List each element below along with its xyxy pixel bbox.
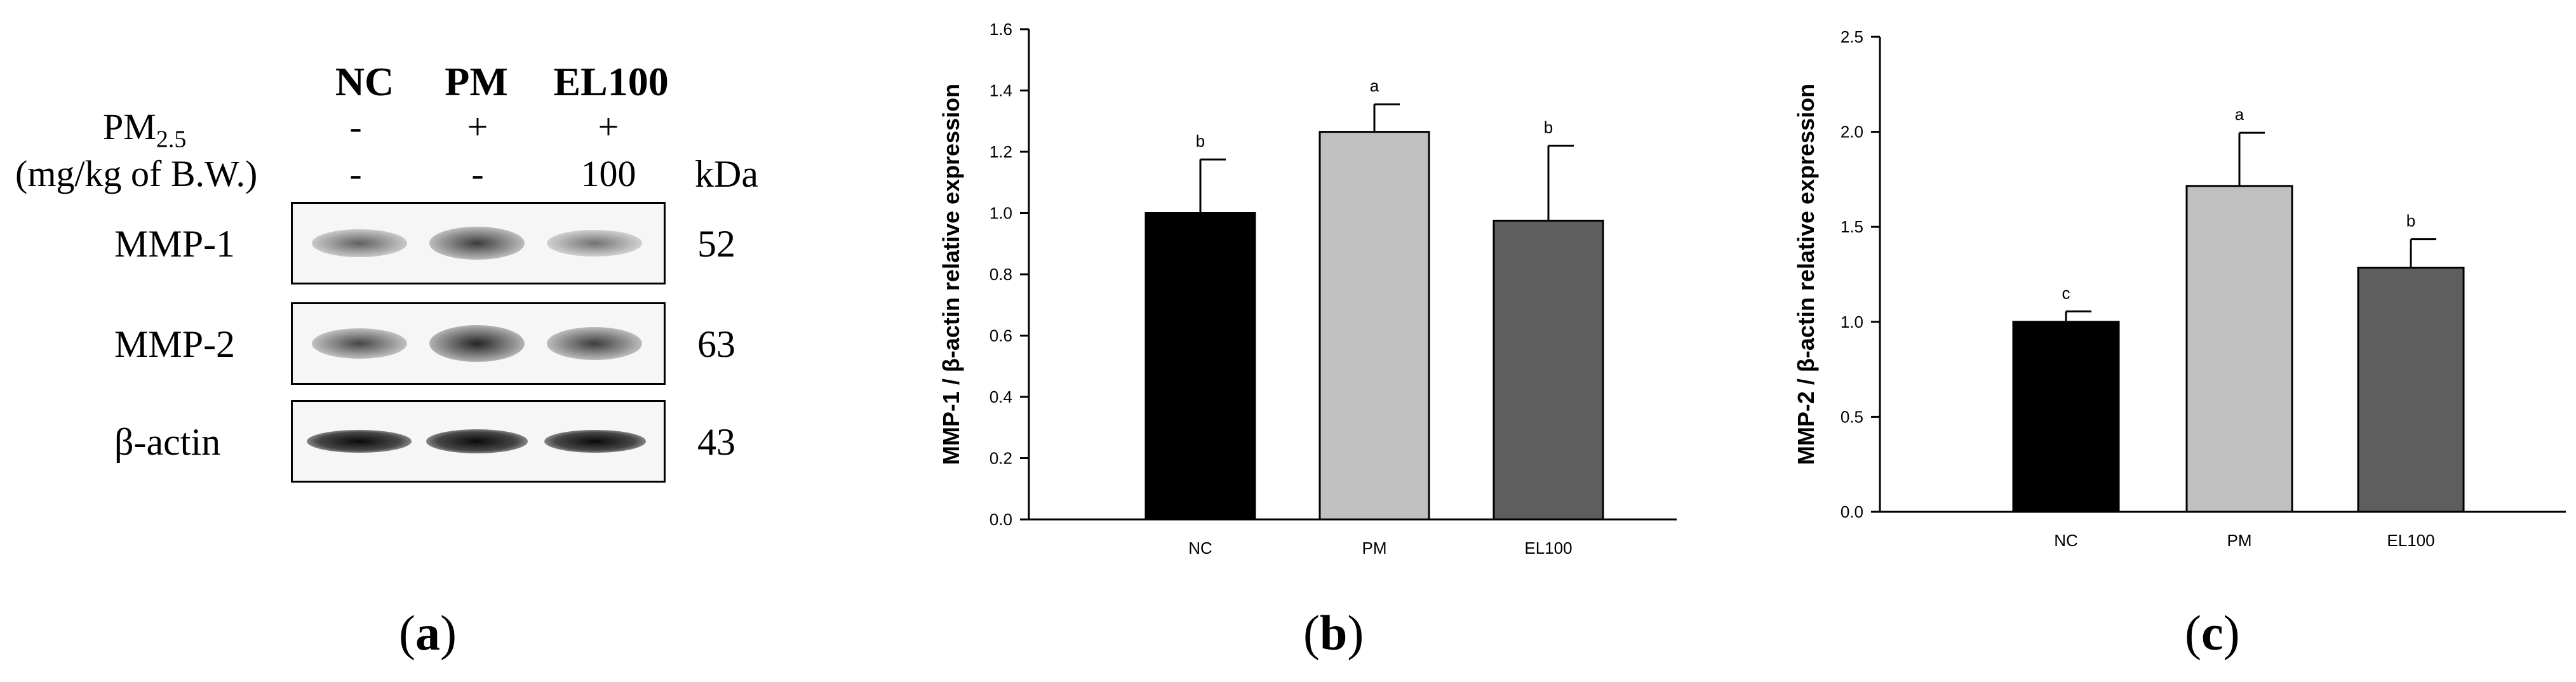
mmp2-ytick-label: 1.0: [1841, 312, 1863, 331]
mmp1-sig-letter-el100: b: [1544, 117, 1553, 137]
panel-a-paren-close: ): [439, 605, 457, 660]
panel-b-letter: b: [1319, 605, 1348, 660]
mmp2-bar-el100: [2357, 267, 2465, 513]
mmp2-bar-nc: [2012, 321, 2120, 513]
panel-c-paren-close: ): [2223, 605, 2240, 660]
lane-header-el100: EL100: [553, 59, 669, 104]
panel-b-mmp1-chart: 0.0 0.2 0.4 0.6 0.8 1.0 1.2 1.4 1.6 MMP-1 / β-act…: [826, 0, 1689, 682]
mmp1-ytick-label: 0.0: [989, 510, 1012, 529]
mmp1-ytick-label: 1.2: [989, 142, 1012, 161]
mmp2-ytick-label: 2.0: [1841, 123, 1863, 142]
mmp2-ytick-label: 2.5: [1841, 27, 1863, 46]
panel-a-letter: a: [415, 605, 440, 660]
band-mmp1-el100: [547, 230, 642, 257]
panel-b-paren-open: (: [1303, 605, 1320, 660]
panel-label-b: (b): [1303, 605, 1364, 662]
mmp2-sig-letter-el100: b: [2406, 211, 2415, 231]
panel-label-a: (a): [399, 605, 457, 662]
band-mmp2-nc: [312, 328, 407, 359]
pm-sign-nc: -: [349, 106, 362, 147]
kda-header: kDa: [695, 153, 758, 195]
mmp2-sig-letter-nc: c: [2062, 283, 2070, 302]
mmp1-ytick-label: 1.0: [989, 204, 1012, 223]
mmp1-xtick-label-el100: EL100: [1524, 538, 1572, 558]
treatment-label-subscript: 2.5: [156, 126, 187, 153]
dose-label: (mg/kg of B.W.): [15, 153, 258, 194]
dose-value-nc: -: [349, 153, 362, 194]
band-beta-actin-nc: [307, 430, 412, 453]
mmp1-bar-chart: 0.0 0.2 0.4 0.6 0.8 1.0 1.2 1.4 1.6 MMP-1 / β-act…: [938, 20, 1677, 558]
treatment-label: PM2.5: [103, 105, 186, 154]
band-mmp1-pm: [429, 227, 525, 260]
panel-c-paren-open: (: [2185, 605, 2201, 660]
mmp1-ytick-label: 0.4: [989, 387, 1012, 406]
mmp1-y-axis-label: MMP-1 / β-actin relative expression: [938, 84, 964, 465]
mmp1-ytick-label: 0.6: [989, 326, 1012, 345]
lane-header-nc: NC: [335, 59, 394, 104]
pm-sign-el100: +: [598, 106, 619, 147]
band-beta-actin-el100: [544, 430, 646, 453]
lane-header-pm: PM: [445, 59, 508, 104]
mmp2-ytick-label: 0.5: [1841, 407, 1863, 426]
kda-mmp1: 52: [697, 223, 735, 265]
band-mmp1-nc: [312, 229, 407, 257]
band-mmp2-el100: [547, 327, 642, 360]
panel-b-paren-close: ): [1347, 605, 1364, 660]
mmp2-bar-pm: [2185, 185, 2293, 513]
mmp2-ytick-label: 0.0: [1841, 502, 1863, 521]
mmp1-sig-letter-pm: a: [1370, 76, 1379, 95]
mmp2-ytick-label: 1.5: [1841, 217, 1863, 236]
mmp2-y-axis-label: MMP-2 / β-actin relative expression: [1793, 84, 1819, 465]
blot-strip-mmp2: [291, 302, 666, 385]
kda-mmp2: 63: [697, 323, 735, 365]
mmp1-bar-pm: [1318, 131, 1430, 521]
protein-label-mmp1: MMP-1: [114, 223, 236, 265]
mmp2-xtick-label-el100: EL100: [2387, 531, 2434, 550]
blot-strip-mmp1: [291, 202, 666, 284]
mmp1-ytick-label: 1.4: [989, 81, 1012, 100]
panel-a-paren-open: (: [399, 605, 415, 660]
mmp1-bar-el100: [1493, 220, 1604, 521]
mmp1-ytick-label: 1.6: [989, 20, 1012, 39]
dose-value-el100: 100: [580, 153, 636, 194]
blot-strip-beta-actin: [291, 400, 666, 483]
pm-sign-pm: +: [467, 106, 488, 147]
panel-a-western-blot: NC PM EL100 PM2.5 - + + (mg/kg of B.W.) …: [0, 0, 826, 682]
protein-label-beta-actin: β-actin: [114, 421, 221, 463]
panel-label-c: (c): [2185, 605, 2240, 662]
panel-c-letter: c: [2201, 605, 2224, 660]
protein-label-mmp2: MMP-2: [114, 323, 236, 365]
mmp2-xtick-label-nc: NC: [2054, 531, 2078, 550]
mmp1-bar-nc: [1144, 212, 1256, 521]
mmp2-sig-letter-pm: a: [2235, 105, 2244, 124]
dose-value-pm: -: [471, 153, 484, 194]
mmp2-xtick-label-pm: PM: [2227, 531, 2252, 550]
mmp1-sig-letter-nc: b: [1196, 131, 1205, 150]
mmp1-xtick-label-nc: NC: [1188, 538, 1212, 558]
mmp1-xtick-label-pm: PM: [1362, 538, 1387, 558]
band-mmp2-pm: [429, 325, 525, 362]
band-beta-actin-pm: [426, 429, 528, 453]
treatment-label-main: PM: [103, 106, 156, 147]
panel-c-mmp2-chart: 0.0 0.5 1.0 1.5 2.0 2.5 MMP-2 / β-actin relati…: [1689, 0, 2576, 682]
mmp1-ytick-label: 0.2: [989, 449, 1012, 468]
mmp1-ytick-label: 0.8: [989, 265, 1012, 284]
kda-beta-actin: 43: [697, 421, 735, 463]
mmp2-bar-chart: 0.0 0.5 1.0 1.5 2.0 2.5 MMP-2 / β-actin relati…: [1793, 27, 2566, 550]
